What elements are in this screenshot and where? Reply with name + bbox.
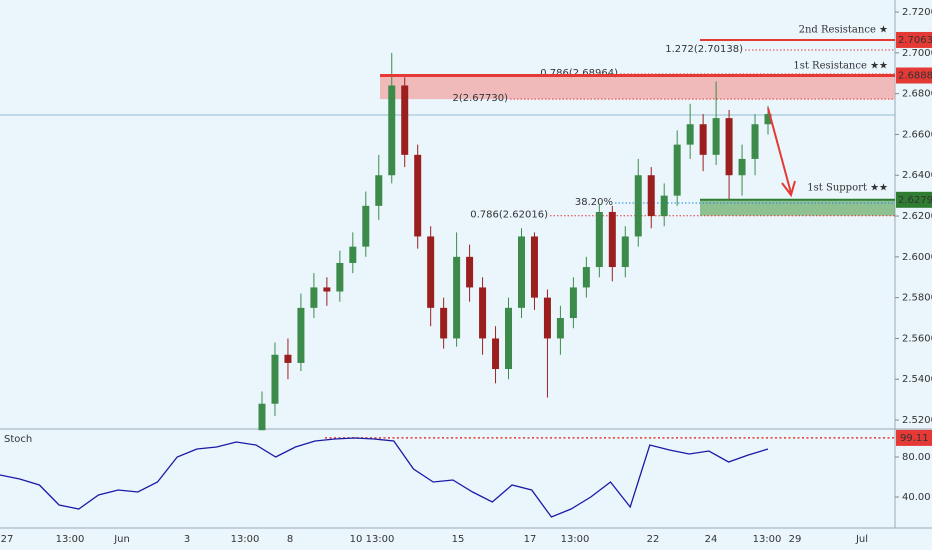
candle-body [453,256,461,339]
candle-body [349,246,357,263]
candle-body [310,287,318,308]
x-tick-label: 27 [1,534,14,545]
x-tick-label: 29 [789,534,802,545]
candle-body [530,236,538,298]
price-badge [896,31,932,48]
candle-body [388,85,396,176]
candle-body [647,175,655,217]
candle-body [725,118,733,176]
price-badge-label: 2.62796 [898,195,932,206]
candle-body [401,85,409,155]
fib-label: 2(2.67730) [452,93,508,104]
candle-body [297,307,305,363]
candle-body [414,154,422,237]
x-tick-label: Jul [855,534,868,545]
candle-body [517,236,525,308]
candle-body [673,144,681,196]
candle-body [621,236,629,268]
candle-body [608,211,616,268]
x-tick-label: 13:00 [366,534,395,545]
panel-title: Stoch [4,434,32,445]
price-badge-label: 2.68889 [898,71,932,82]
y-tick-label: 2.64000 [902,170,932,181]
y-tick-label: 2.66000 [902,129,932,140]
candle-body [479,287,487,339]
candle-body [686,124,694,145]
projection-arrow [767,107,796,198]
x-tick-label: 13:00 [753,534,782,545]
y-tick-label: 2.68000 [902,89,932,100]
candle-body [595,211,603,268]
candle-body [258,403,266,431]
x-tick-label: 13:00 [231,534,260,545]
candle-body [466,256,474,288]
x-tick-label: Jun [113,534,130,545]
candle-body [336,262,344,292]
price-badge [896,429,932,446]
candle-body [284,354,292,363]
x-tick-label: 13:00 [56,534,85,545]
x-tick-label: 3 [184,534,190,545]
price-badge [896,191,932,208]
x-tick-label: 15 [452,534,465,545]
zone [700,199,895,216]
x-tick-label: 8 [287,534,293,545]
y-tick-label: 2.62000 [902,211,932,222]
y-tick-label: 2.60000 [902,252,932,263]
level-name: 1st Resistance ★★ [793,61,888,72]
y-tick-label: 80.00 [902,452,931,463]
candle-body [505,307,513,370]
x-tick-label: 24 [705,534,718,545]
zone [380,75,895,100]
price-badge-label: 99.11 [900,433,929,444]
candle-body [712,118,720,155]
level-name: 2nd Resistance ★ [799,25,888,36]
candle-body [427,236,435,308]
candle-body [569,287,577,319]
candle-body [556,318,564,339]
candle-body [543,297,551,339]
y-tick-label: 2.58000 [902,293,932,304]
y-tick-label: 40.00 [902,492,931,503]
candle-body [738,158,746,176]
candle-body [751,124,759,159]
x-tick-label: 17 [524,534,537,545]
candle-body [699,124,707,155]
candle-body [582,267,590,288]
candle-body [492,338,500,370]
candle-body [323,287,331,292]
candle-body [660,195,668,217]
candle-body [271,354,279,404]
fib-label: 0.786(2.62016) [470,210,548,221]
y-tick-label: 2.52000 [902,415,932,426]
level-name: 1st Support ★★ [807,183,888,194]
stoch-line [0,437,769,518]
plot: 2.72000 2.70000 2.68000 2.66000 2.64000 2.620… [0,7,932,545]
candle-body [375,175,383,206]
y-tick-label: 2.56000 [902,333,932,344]
fib-label: 1.272(2.70138) [665,44,743,55]
y-tick-label: 2.70000 [902,48,932,59]
candle-body [634,175,642,237]
x-tick-label: 13:00 [561,534,590,545]
candle-body [440,307,448,339]
fib-label: 38.20% [575,197,613,208]
fib-label: 0.786(2.68964) [540,68,618,79]
price-badge [896,67,932,84]
x-tick-label: 22 [647,534,660,545]
candle-body [764,114,772,125]
y-tick-label: 2.54000 [902,374,932,385]
x-tick-label: 10 [350,534,363,545]
y-tick-label: 2.72000 [902,7,932,18]
candle-body [362,205,370,247]
